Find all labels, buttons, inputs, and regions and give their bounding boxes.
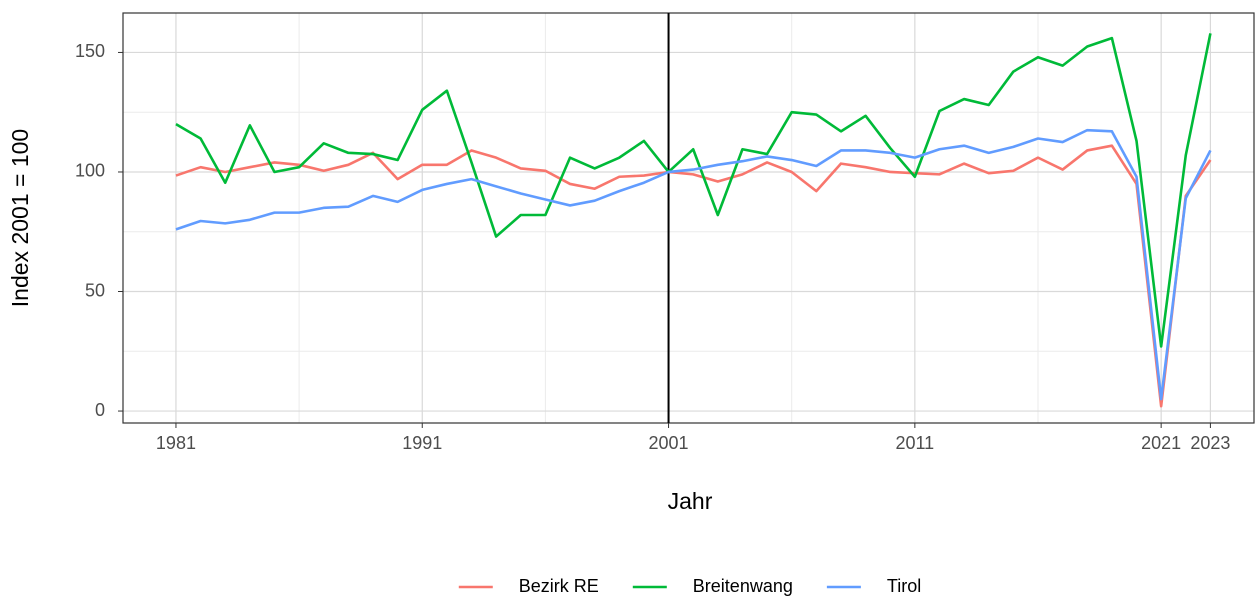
x-tick-label: 2021 [1141,433,1181,453]
x-axis-title: Jahr [668,488,713,514]
line [175,128,1212,401]
legend-label: Tirol [887,576,921,596]
y-tick-label: 50 [85,280,105,300]
line [175,144,1212,408]
y-tick-label: 100 [75,161,105,181]
panel-border [122,12,1255,424]
y-axis-title: Index 2001 = 100 [7,129,33,307]
x-tick-label: 2011 [895,433,934,453]
y-tick-label: 150 [75,41,105,61]
x-tick-label: 2001 [649,433,689,453]
y-tick-label: 0 [95,400,105,420]
legend-label: Bezirk RE [519,576,599,596]
x-tick-label: 1991 [402,433,442,453]
x-tick-label: 2023 [1190,433,1230,453]
x-tick-label: 1981 [156,433,196,453]
legend-label: Breitenwang [693,576,793,596]
line [175,33,1212,348]
